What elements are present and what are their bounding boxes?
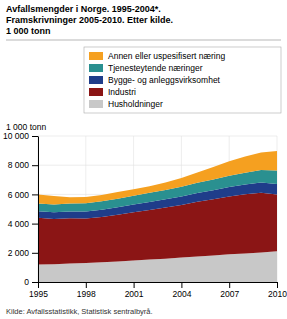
tick-mark bbox=[134, 282, 135, 288]
tick: 0 bbox=[24, 277, 38, 287]
axis-line bbox=[38, 137, 39, 283]
tick: 2007 bbox=[220, 282, 239, 299]
tick: 8 000 bbox=[8, 160, 38, 170]
tick-label: 2007 bbox=[220, 289, 239, 299]
areas bbox=[38, 151, 277, 282]
tick: 2001 bbox=[125, 282, 144, 299]
tick-mark bbox=[32, 194, 38, 195]
tick-label: 0 bbox=[24, 277, 29, 287]
axis-line bbox=[39, 282, 278, 283]
subtitle: 1 000 tonn bbox=[6, 26, 51, 36]
legend-swatch bbox=[89, 100, 103, 108]
tick: 4 000 bbox=[8, 219, 38, 229]
tick-label: 10 000 bbox=[3, 131, 29, 141]
tick-label: 1998 bbox=[77, 289, 96, 299]
tick-label: 2004 bbox=[172, 289, 191, 299]
legend-border bbox=[84, 47, 281, 113]
tick-mark bbox=[32, 224, 38, 225]
tick-mark bbox=[32, 136, 38, 137]
tick-label: 4 000 bbox=[8, 219, 30, 229]
legend-label: Bygge- og anleggsvirksomhet bbox=[108, 75, 221, 85]
tick-mark bbox=[38, 282, 39, 288]
tick-label: 2001 bbox=[125, 289, 144, 299]
area bbox=[38, 151, 277, 205]
grid-line bbox=[38, 136, 277, 137]
title-rule bbox=[6, 40, 281, 41]
tick-label: 1995 bbox=[29, 289, 48, 299]
axis-title: 1 000 tonn bbox=[6, 122, 46, 132]
chart: Avfallsmengder i Norge. 1995-2004*.Frams… bbox=[0, 0, 287, 319]
title: Avfallsmengder i Norge. 1995-2004*. bbox=[6, 4, 161, 14]
tick-label: 2010 bbox=[268, 289, 287, 299]
tick-label: 6 000 bbox=[8, 190, 30, 200]
grid bbox=[38, 136, 277, 282]
tick-mark bbox=[86, 282, 87, 288]
tick: 6 000 bbox=[8, 190, 38, 200]
x-axis: 1995 1998 2001 2004 2007 2010 bbox=[29, 282, 287, 299]
tick-mark bbox=[32, 282, 38, 283]
source: Kilde: Avfallsstatistikk, Statistisk sen… bbox=[6, 307, 153, 316]
tick-mark bbox=[32, 165, 38, 166]
tick-label: 2 000 bbox=[8, 248, 30, 258]
legend-label: Annen eller uspesifisert næring bbox=[108, 51, 225, 61]
tick-mark bbox=[229, 282, 230, 288]
legend-swatch bbox=[89, 76, 103, 84]
tick-mark bbox=[277, 282, 278, 288]
tick-label: 8 000 bbox=[8, 160, 30, 170]
title-block: Avfallsmengder i Norge. 1995-2004*.Frams… bbox=[6, 4, 281, 40]
legend-swatch bbox=[89, 64, 103, 72]
tick: 1995 bbox=[29, 282, 48, 299]
legend-label: Husholdninger bbox=[108, 99, 163, 109]
tick-mark bbox=[32, 253, 38, 254]
tick-mark bbox=[181, 282, 182, 288]
legend-label: Tjenesteytende næringer bbox=[108, 63, 203, 73]
y-axis: 0 2 000 4 000 6 000 8 000 10 000 bbox=[3, 131, 39, 287]
grid-line bbox=[38, 136, 39, 282]
tick: 2010 bbox=[268, 282, 287, 299]
tick: 1998 bbox=[77, 282, 96, 299]
legend-swatch bbox=[89, 52, 103, 60]
tick: 10 000 bbox=[3, 131, 38, 141]
subtitle: Framskrivninger 2005-2010. Etter kilde. bbox=[6, 15, 173, 25]
legend-swatch bbox=[89, 88, 103, 96]
tick: 2 000 bbox=[8, 248, 38, 258]
legend-label: Industri bbox=[108, 87, 136, 97]
legend: Annen eller uspesifisert næring Tjenestey… bbox=[84, 47, 281, 113]
tick: 2004 bbox=[172, 282, 191, 299]
